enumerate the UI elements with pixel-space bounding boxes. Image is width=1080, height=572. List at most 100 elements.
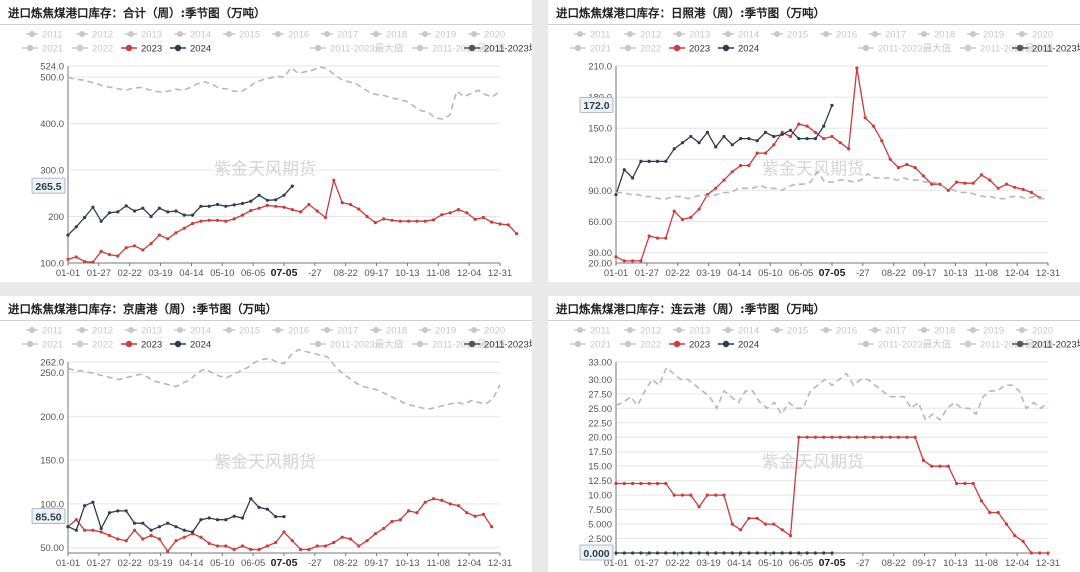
data-point-2023 (614, 481, 618, 486)
legend-label: 2021 (590, 340, 611, 351)
data-point-2023 (888, 435, 892, 439)
y-tick-label: 150.0 (40, 456, 64, 467)
data-point-2024 (249, 199, 253, 203)
chart-lianyungang-svg: 2011 2012 2013 2014 2015 2016 2017 2018 2019 2020… (570, 326, 1080, 569)
data-point-2023 (813, 435, 817, 439)
y-tick-label: 15.00 (588, 462, 612, 473)
data-point-2023 (697, 207, 701, 211)
legend-marker (125, 340, 133, 348)
legend-label: 2021 (42, 44, 63, 55)
legend-label: 2022 (92, 44, 113, 55)
data-point-2024 (257, 193, 261, 197)
x-tick-label: 10-13 (943, 268, 967, 279)
legend-label: 2012 (640, 326, 661, 337)
legend-marker (627, 31, 633, 37)
data-point-2023 (299, 210, 303, 214)
x-tick-label: -27 (308, 268, 322, 279)
data-point-2023 (257, 547, 261, 552)
data-point-2024 (722, 134, 726, 139)
data-point-2023 (83, 260, 87, 264)
data-point-2023 (407, 219, 411, 223)
data-point-2023 (822, 435, 826, 439)
legend-marker (471, 327, 477, 333)
x-tick-label: 01-27 (87, 558, 111, 569)
data-point-2023 (664, 481, 668, 486)
y-tick-label: 300.0 (40, 166, 64, 177)
legend-label: 2021 (42, 340, 63, 351)
data-point-2024 (747, 137, 751, 141)
data-point-2023 (182, 226, 186, 230)
data-point-2023 (930, 464, 934, 468)
data-point-2023 (423, 219, 427, 223)
x-tick-label: 12-04 (457, 558, 481, 569)
data-point-2023 (1004, 522, 1009, 526)
legend-label: 2023 (141, 44, 162, 55)
data-point-2023 (249, 547, 253, 552)
data-point-2024 (813, 137, 817, 141)
current-value-label: 0.000 (583, 548, 609, 560)
data-point-2023 (157, 537, 161, 541)
legend-marker (823, 327, 829, 333)
legend-label: 2023 (689, 340, 710, 351)
data-point-2023 (971, 181, 975, 185)
legend-label: 2011-2023均值 (484, 339, 532, 351)
y-tick-label: 17.50 (588, 447, 612, 458)
series-line-avg (67, 348, 501, 411)
series-line-2023 (67, 178, 518, 263)
y-tick-label: 524.0 (40, 62, 64, 73)
chart-jingtang-svg: 2011 2012 2013 2014 2015 2016 2017 2018 2019 2020… (22, 326, 532, 569)
data-point-2023 (481, 215, 485, 220)
current-value-box (579, 97, 614, 113)
data-point-2023 (174, 539, 178, 543)
data-point-2024 (207, 204, 211, 208)
legend-label: 2016 (288, 326, 309, 337)
legend-marker (1019, 31, 1025, 37)
legend-marker (125, 44, 133, 52)
data-point-2023 (655, 481, 660, 486)
data-point-2023 (274, 540, 278, 545)
data-point-2024 (141, 521, 145, 525)
data-point-2023 (747, 163, 751, 168)
legend-marker (1016, 340, 1024, 348)
legend-marker (872, 31, 878, 37)
data-point-2023 (91, 260, 95, 264)
x-tick-label: 12-04 (1005, 558, 1029, 569)
data-point-2023 (689, 215, 693, 219)
legend-label: 2018 (386, 326, 407, 337)
data-point-2023 (797, 122, 801, 126)
y-tick-label: 50.00 (40, 543, 64, 554)
data-point-2023 (1038, 551, 1042, 555)
legend-marker (226, 327, 232, 333)
chart-title: 进口炼焦煤港口库存：连云港（周）:季节图（万吨） (556, 302, 826, 316)
data-point-2023 (182, 535, 186, 539)
legend-label: 2020 (1032, 326, 1053, 337)
data-point-2024 (655, 159, 660, 163)
data-point-2024 (680, 551, 685, 555)
data-point-2023 (199, 535, 203, 539)
data-point-2023 (988, 178, 992, 182)
data-point-2023 (672, 209, 676, 213)
x-tick-label: 04-14 (179, 558, 203, 569)
legend-marker (314, 340, 322, 348)
data-point-2023 (672, 493, 676, 497)
data-point-2024 (813, 551, 817, 555)
data-point-2024 (182, 213, 186, 217)
data-point-2023 (116, 537, 120, 541)
legend-label: 2024 (190, 44, 211, 55)
data-point-2023 (149, 533, 153, 538)
data-point-2023 (132, 244, 137, 248)
legend-marker (416, 44, 424, 52)
legend-label: 2017 (885, 30, 906, 41)
data-point-2023 (788, 134, 793, 139)
y-tick-label: 20.00 (588, 433, 612, 444)
data-point-2024 (166, 210, 170, 214)
data-point-2024 (99, 526, 103, 531)
data-point-2024 (91, 500, 95, 504)
data-point-2023 (664, 236, 668, 240)
chart-panel-total: 进口炼焦煤港口库存：合计（周）:季节图（万吨） 2011 2012 2013 2014… (0, 0, 532, 282)
data-point-2023 (282, 530, 286, 534)
x-tick-label: 03-19 (696, 268, 720, 279)
chart-panel-lianyungang: 进口炼焦煤港口库存：连云港（周）:季节图（万吨） 2011 2012 2013 201… (548, 296, 1080, 572)
x-tick-label: 04-14 (727, 558, 751, 569)
legend-marker (422, 31, 428, 37)
